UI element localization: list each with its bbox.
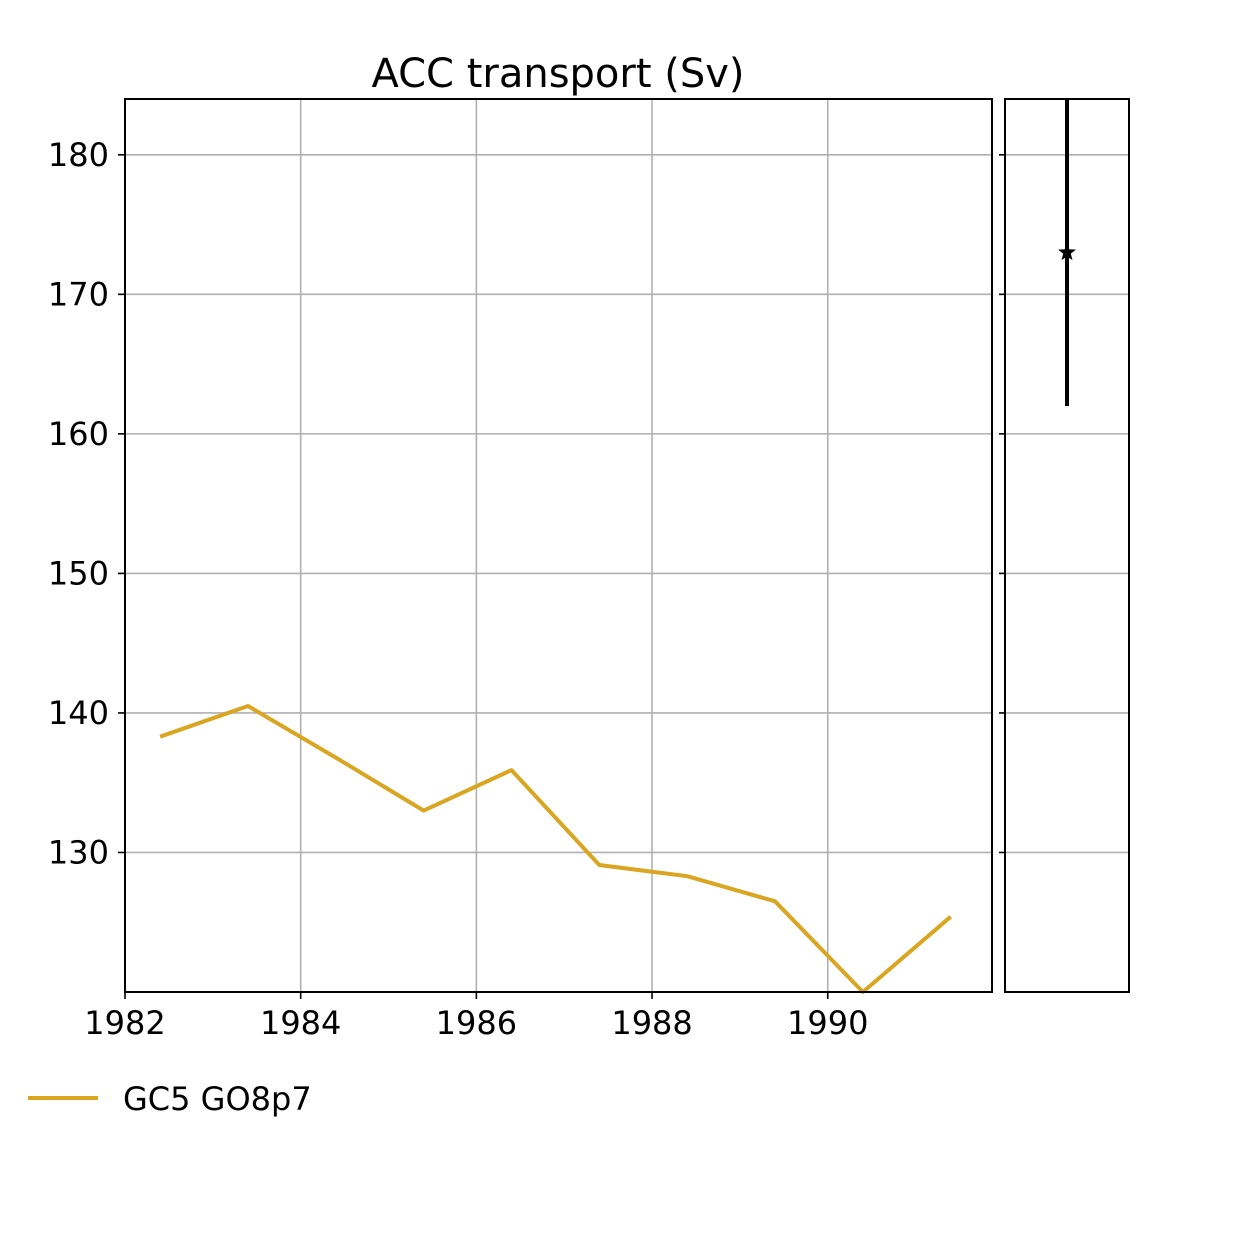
- observation-gridlines: [999, 154, 1129, 854]
- x-tick-label: 1984: [260, 1004, 341, 1042]
- observation-marks: [1058, 99, 1076, 406]
- main-plot-frame: [124, 98, 993, 993]
- observation-star-marker: [1058, 243, 1076, 261]
- series-layer: [159, 704, 953, 994]
- observation-panel: [999, 98, 1130, 993]
- y-tick-label: 180: [48, 136, 109, 174]
- legend-label: GC5 GO8p7: [123, 1080, 312, 1118]
- x-tick-label: 1982: [84, 1004, 165, 1042]
- y-tick-label: 160: [48, 415, 109, 453]
- series-line: [159, 704, 953, 994]
- x-tick-label: 1988: [611, 1004, 692, 1042]
- x-tick-label: 1986: [436, 1004, 517, 1042]
- y-tick-label: 130: [48, 833, 109, 871]
- legend: GC5 GO8p7: [28, 1080, 312, 1118]
- main-plot-area: 1982 1984 1986 1988 1990 130 140 150 160 170 180: [48, 98, 993, 1042]
- y-tick-label: 170: [48, 275, 109, 313]
- y-tick-label: 140: [48, 694, 109, 732]
- main-gridlines: [124, 99, 992, 992]
- x-tick-label: 1990: [787, 1004, 868, 1042]
- y-tick-label: 150: [48, 554, 109, 592]
- chart-title: ACC transport (Sv): [371, 51, 744, 97]
- x-axis-ticks: 1982 1984 1986 1988 1990: [84, 992, 868, 1042]
- observation-panel-frame: [1004, 98, 1130, 993]
- y-axis-ticks: 130 140 150 160 170 180: [48, 136, 125, 871]
